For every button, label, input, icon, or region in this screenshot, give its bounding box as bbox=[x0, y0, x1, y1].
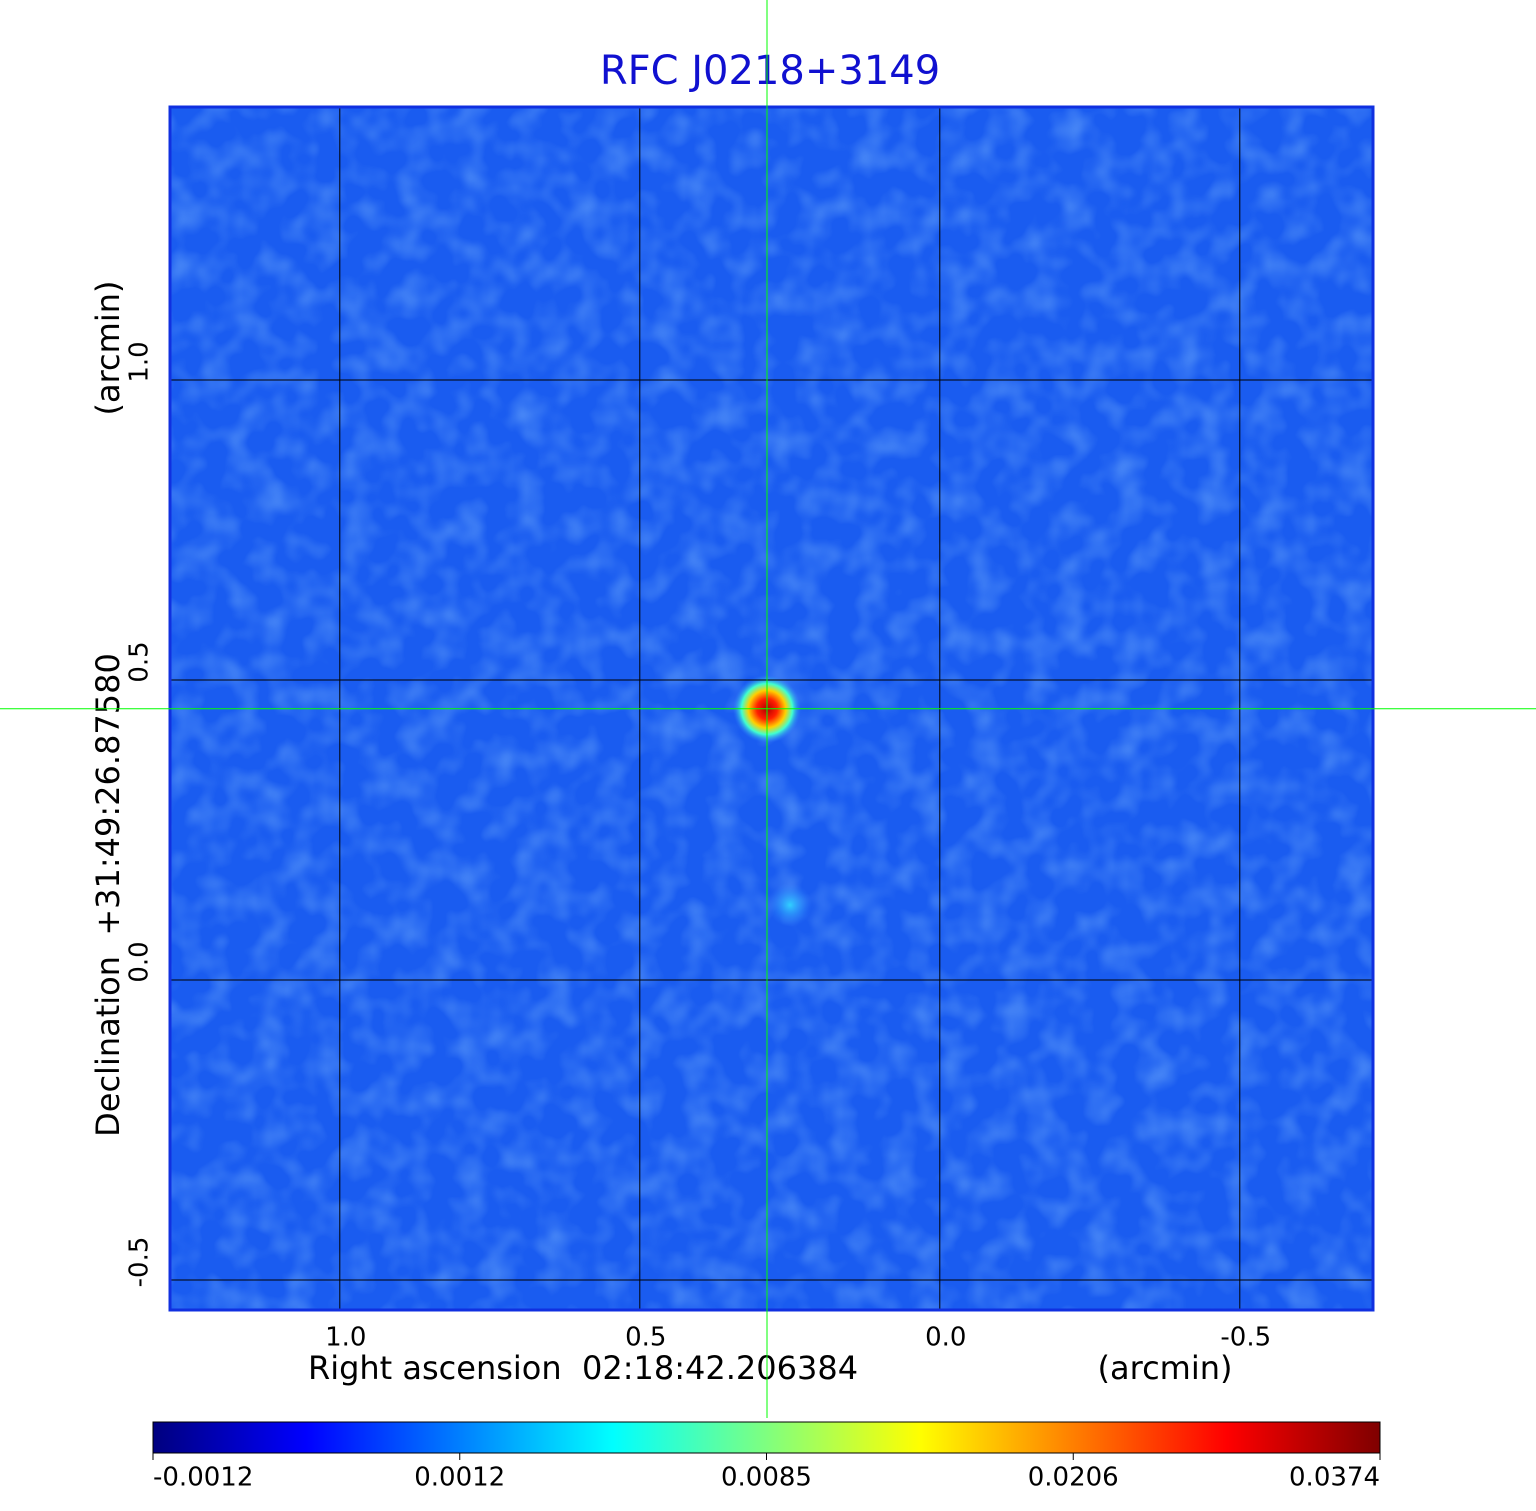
colorbar-tick-label: 0.0085 bbox=[721, 1463, 812, 1493]
y-tick-label: 0.5 bbox=[125, 641, 155, 682]
y-tick-label: 0.0 bbox=[125, 941, 155, 982]
x-tick-label: -0.5 bbox=[1220, 1323, 1271, 1353]
x-axis-label: Right ascension 02:18:42.206384 bbox=[308, 1349, 858, 1387]
colorbar-tick-label: 0.0374 bbox=[1289, 1463, 1380, 1493]
colorbar bbox=[152, 1421, 1381, 1454]
colorbar-tick-label: 0.0206 bbox=[1028, 1463, 1119, 1493]
colorbar-tick-label: -0.0012 bbox=[153, 1463, 253, 1493]
colorbar-tick-label: 0.0012 bbox=[414, 1463, 505, 1493]
y-tick-label: 1.0 bbox=[125, 341, 155, 382]
y-tick-label: -0.5 bbox=[125, 1237, 155, 1288]
x-tick-label: 0.5 bbox=[625, 1323, 666, 1353]
chart-title: RFC J0218+3149 bbox=[600, 48, 940, 94]
x-tick-label: 1.0 bbox=[325, 1323, 366, 1353]
x-tick-label: 0.0 bbox=[925, 1323, 966, 1353]
faint-source bbox=[768, 883, 812, 927]
x-axis-unit: (arcmin) bbox=[1098, 1349, 1233, 1387]
y-axis-unit: (arcmin) bbox=[89, 281, 127, 416]
y-axis-label: Declination +31:49:26.87580 bbox=[89, 653, 127, 1137]
